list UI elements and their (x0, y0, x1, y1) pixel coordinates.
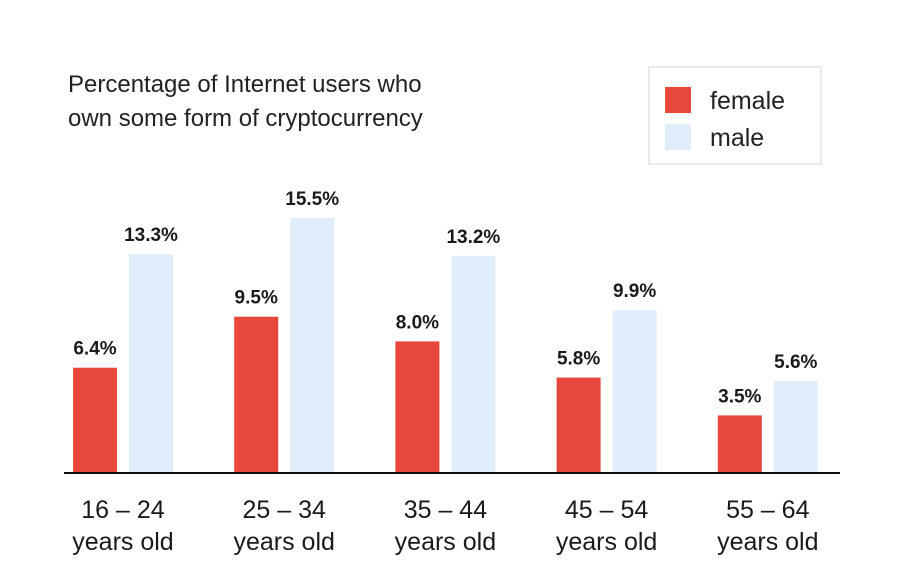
bar-male (773, 380, 818, 473)
bar-male (129, 254, 173, 473)
bar-female (556, 377, 601, 473)
x-tick-label: 55 – 64 (726, 496, 810, 524)
data-label-male: 13.2% (446, 227, 500, 248)
legend-label-female: female (710, 87, 785, 115)
x-tick-label: years old (72, 528, 173, 556)
bar-female (234, 316, 279, 473)
chart-title-line: Percentage of Internet users who (68, 71, 422, 98)
x-tick-label: years old (556, 528, 657, 556)
data-label-male: 13.3% (124, 225, 178, 246)
x-tick-label: 25 – 34 (242, 496, 326, 524)
x-tick-label: 16 – 24 (81, 496, 165, 524)
bar-male (451, 255, 496, 473)
legend-label-male: male (710, 124, 764, 152)
chart-title: Percentage of Internet users who own some… (68, 71, 423, 132)
legend: female male (648, 66, 822, 165)
x-tick-label: years old (233, 528, 334, 556)
data-label-female: 9.5% (235, 288, 278, 309)
bar-male (612, 310, 657, 473)
bar-male (290, 218, 335, 473)
legend-swatch-male (665, 124, 691, 150)
x-tick-label: 45 – 54 (565, 496, 649, 524)
data-label-male: 15.5% (285, 189, 339, 210)
data-label-female: 6.4% (73, 339, 116, 360)
data-label-male: 5.6% (774, 352, 817, 373)
x-tick-label: 35 – 44 (404, 496, 488, 524)
x-tick-label: years old (717, 528, 818, 556)
data-label-female: 8.0% (396, 312, 439, 333)
x-axis-tick-labels: 16 – 24 years old 25 – 34 years old 35 – 44 y… (72, 496, 818, 556)
plot-area: 6.4% 13.3% 9.5% 15.5% 8.0% 13.2% 5.8% 9.9% 3.5% 5… (73, 189, 818, 473)
legend-swatch-female (665, 87, 691, 113)
bar-female (395, 341, 440, 473)
chart-title-line: own some form of cryptocurrency (68, 105, 423, 132)
bar-female (717, 415, 762, 473)
data-label-female: 3.5% (718, 386, 761, 407)
data-label-male: 9.9% (613, 281, 656, 302)
data-label-female: 5.8% (557, 349, 600, 370)
x-tick-label: years old (395, 528, 496, 556)
bar-female (73, 367, 117, 473)
